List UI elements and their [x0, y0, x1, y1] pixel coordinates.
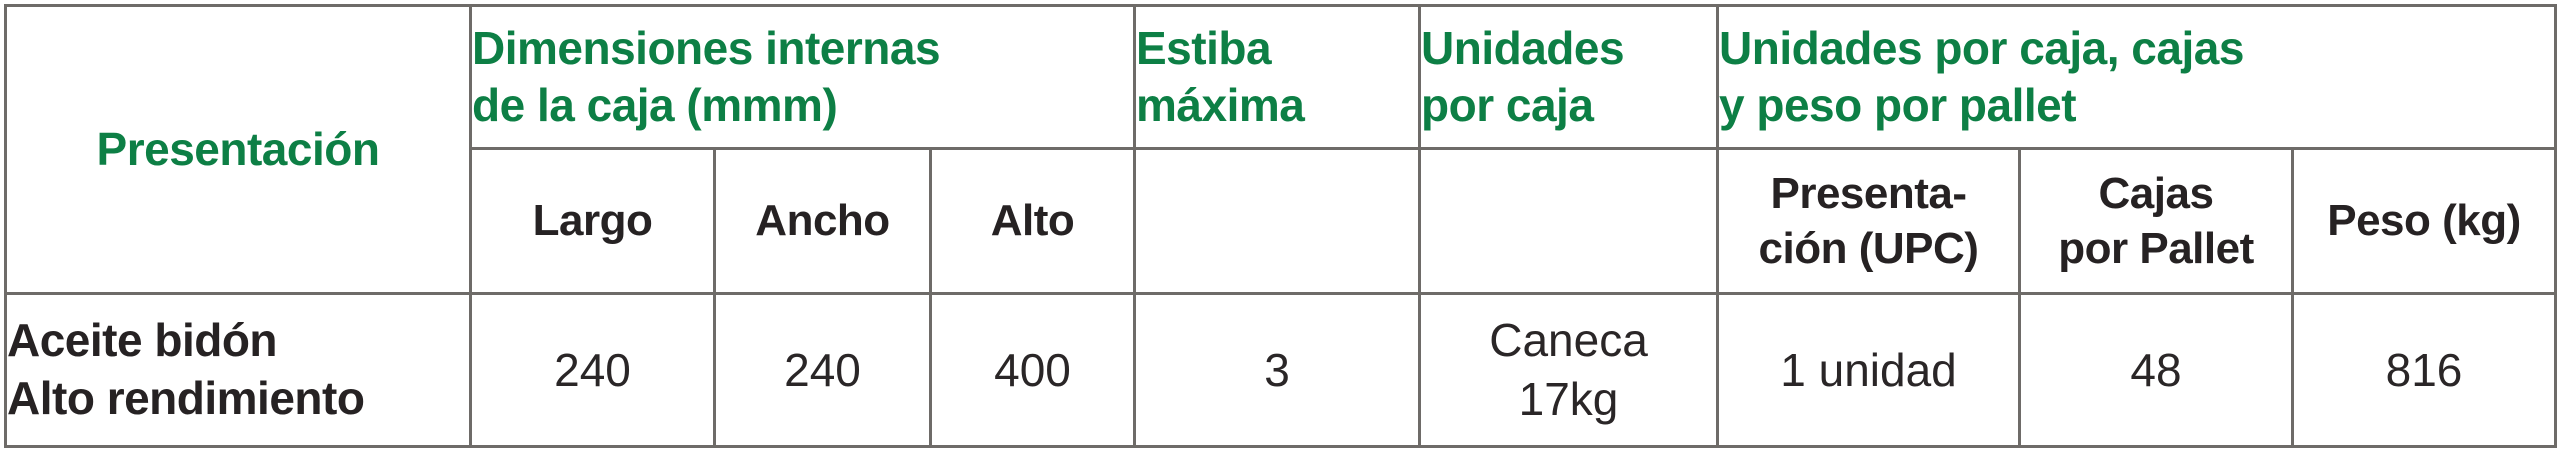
subheader-empty-estiba — [1133, 147, 1421, 295]
subheader-ancho: Ancho — [713, 147, 932, 295]
header-row-groups: Presentación Dimensiones internas de la … — [4, 4, 2557, 295]
table-row: Aceite bidón Alto rendimiento 240 240 40… — [4, 292, 2557, 448]
packaging-spec-table: Presentación Dimensiones internas de la … — [4, 4, 2557, 448]
cell-cajas-por-pallet: 48 — [2018, 292, 2294, 448]
subheader-peso-kg: Peso (kg) — [2291, 147, 2557, 295]
cell-peso-kg: 816 — [2291, 292, 2557, 448]
cell-presentacion-producto: Aceite bidón Alto rendimiento — [4, 292, 472, 448]
cell-largo: 240 — [469, 292, 716, 448]
cell-alto: 400 — [929, 292, 1136, 448]
subheader-cajas-por-pallet: Cajas por Pallet — [2018, 147, 2294, 295]
header-presentacion: Presentación — [4, 4, 472, 295]
subheader-empty-unidades — [1418, 147, 1719, 295]
header-estiba-maxima: Estiba máxima — [1133, 4, 1421, 150]
cell-presentacion-upc: 1 unidad — [1716, 292, 2021, 448]
header-unidades-por-caja: Unidades por caja — [1418, 4, 1719, 150]
cell-ancho: 240 — [713, 292, 932, 448]
cell-unidades-por-caja: Caneca 17kg — [1418, 292, 1719, 448]
header-dimensiones-internas-caja: Dimensiones internas de la caja (mmm) — [469, 4, 1136, 150]
subheader-presentacion-upc: Presenta- ción (UPC) — [1716, 147, 2021, 295]
subheader-largo: Largo — [469, 147, 716, 295]
cell-estiba-maxima: 3 — [1133, 292, 1421, 448]
header-unidades-cajas-peso-pallet: Unidades por caja, cajas y peso por pall… — [1716, 4, 2557, 150]
header-row-subheaders: Largo Ancho Alto Presenta- ción (UPC) Ca… — [6, 147, 2557, 295]
subheader-alto: Alto — [929, 147, 1136, 295]
